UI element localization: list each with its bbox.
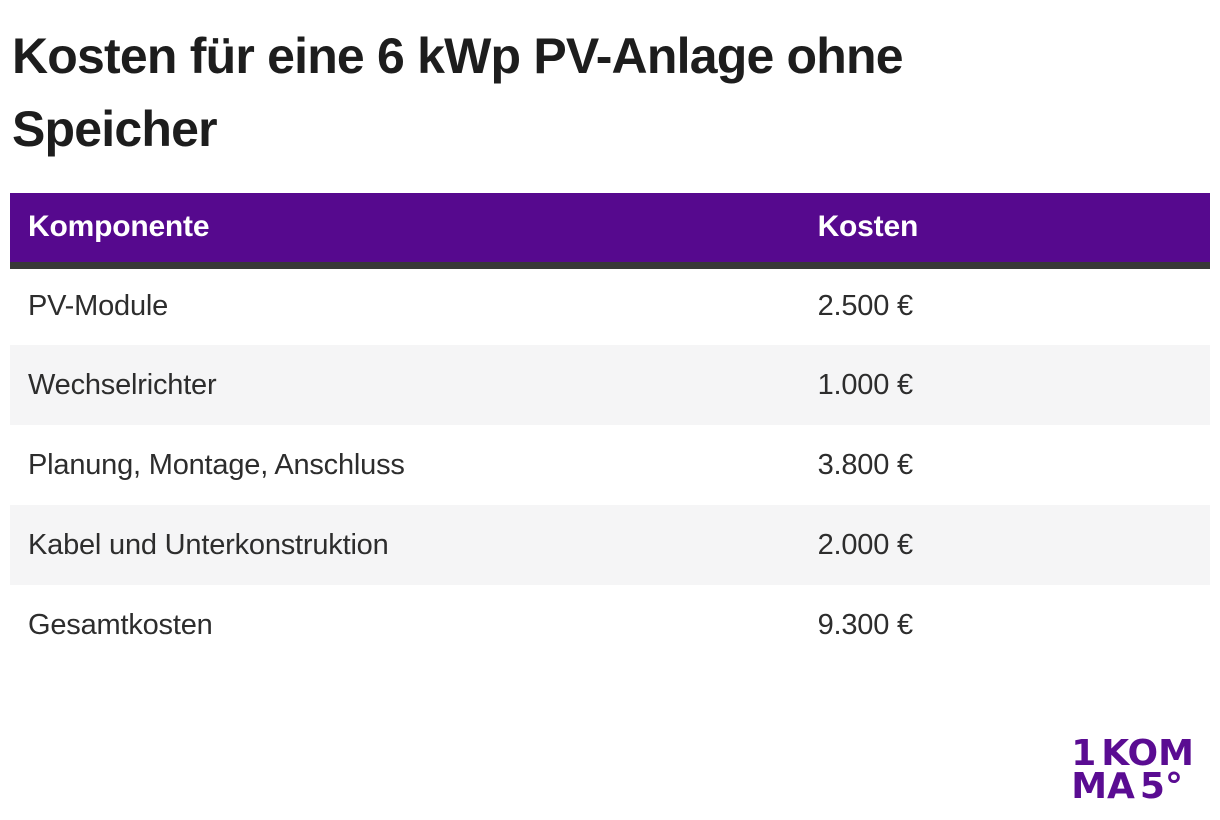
table-body: PV-Module 2.500 € Wechselrichter 1.000 €… bbox=[10, 265, 1210, 665]
component-cell: Gesamtkosten bbox=[28, 608, 213, 641]
cost-cell: 3.800 € bbox=[817, 448, 914, 481]
component-cell: Planung, Montage, Anschluss bbox=[28, 448, 405, 481]
column-header-komponente: Komponente bbox=[10, 193, 800, 269]
title-line-1: Kosten für eine 6 kWp PV-Anlage ohne bbox=[12, 28, 904, 84]
logo-segment-ma: MA bbox=[1071, 766, 1135, 807]
table-row: Planung, Montage, Anschluss 3.800 € bbox=[10, 425, 1210, 505]
table-row: Wechselrichter 1.000 € bbox=[10, 345, 1210, 425]
table-row: Kabel und Unterkonstruktion 2.000 € bbox=[10, 505, 1210, 585]
logo-line-2: MA 5° bbox=[1071, 766, 1194, 807]
logo-segment-5deg: 5° bbox=[1139, 766, 1183, 807]
table-header-row: Komponente Kosten bbox=[10, 193, 1210, 269]
page-title: Kosten für eine 6 kWp PV-Anlage ohne Spe… bbox=[12, 20, 1210, 166]
title-line-2: Speicher bbox=[12, 101, 218, 157]
logo-segment-1: 1 bbox=[1071, 733, 1097, 774]
logo-line-1: 1 KOM bbox=[1071, 733, 1194, 774]
onekomma5-logo: 1 KOM MA 5° bbox=[1071, 733, 1194, 807]
cost-cell: 2.000 € bbox=[817, 528, 914, 561]
infographic-page: Kosten für eine 6 kWp PV-Anlage ohne Spe… bbox=[0, 20, 1220, 820]
table-row: Gesamtkosten 9.300 € bbox=[10, 585, 1210, 665]
cost-table: Komponente Kosten PV-Module 2.500 € Wech… bbox=[10, 193, 1210, 665]
component-cell: Wechselrichter bbox=[28, 368, 217, 401]
table-row: PV-Module 2.500 € bbox=[10, 265, 1210, 345]
component-cell: Kabel und Unterkonstruktion bbox=[28, 528, 389, 561]
cost-cell: 1.000 € bbox=[817, 368, 914, 401]
cost-cell: 2.500 € bbox=[817, 290, 914, 323]
column-header-kosten: Kosten bbox=[799, 193, 1210, 269]
component-cell: PV-Module bbox=[28, 290, 169, 323]
cost-cell: 9.300 € bbox=[817, 608, 914, 641]
logo-segment-kom: KOM bbox=[1101, 733, 1194, 774]
